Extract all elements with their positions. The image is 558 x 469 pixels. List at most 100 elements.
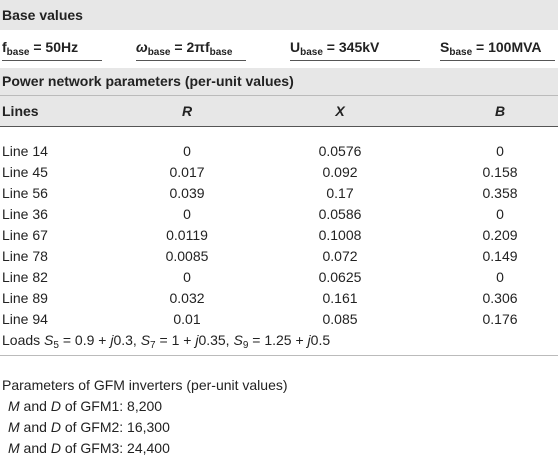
text-run: f	[2, 39, 7, 55]
text-run: and	[19, 419, 51, 435]
subscript: base	[449, 47, 473, 58]
table-cell: Line 45	[2, 164, 48, 180]
section-title: Power network parameters (per-unit value…	[2, 73, 294, 89]
divider	[0, 95, 558, 96]
column-header: R	[181, 103, 193, 119]
text-run: and	[19, 398, 51, 414]
text-run: D	[50, 440, 61, 456]
text-run: M	[8, 440, 20, 456]
gfm-line: M and D of GFM3: 24,400	[8, 439, 170, 457]
table-cell: Line 14	[2, 143, 48, 159]
table-cell: 0.176	[482, 311, 518, 327]
table-cell: 0	[496, 206, 504, 222]
table-cell: 0	[183, 269, 191, 285]
table-cell: 0.149	[482, 248, 518, 264]
table-cell: 0	[183, 143, 191, 159]
table-cell: Line 89	[2, 290, 48, 306]
table-cell: 0.032	[169, 290, 205, 306]
table-cell: 0	[496, 269, 504, 285]
text-run: j	[195, 332, 199, 348]
text-run: of GFM2: 16,300	[60, 419, 170, 435]
table-cell: 0.306	[482, 290, 518, 306]
subscript: base	[300, 47, 323, 58]
underline	[136, 60, 246, 61]
header-band	[0, 0, 558, 30]
underline	[290, 60, 420, 61]
underline	[2, 60, 102, 61]
table-cell: 0.0576	[318, 143, 362, 159]
text-run: 0.5	[310, 332, 331, 348]
table-cell: 0.1008	[318, 227, 362, 243]
table-cell: Line 56	[2, 185, 48, 201]
table-cell: 0.0085	[165, 248, 209, 264]
text-run: S	[440, 39, 450, 55]
text-run: = 0.9 +	[58, 332, 111, 348]
table-cell: 0.158	[482, 164, 518, 180]
base-value: fbase = 50Hz	[2, 38, 79, 58]
divider	[0, 355, 558, 356]
subscript: base	[147, 47, 171, 58]
base-value: Sbase = 100MVA	[440, 38, 542, 58]
table-cell: 0.209	[482, 227, 518, 243]
table-cell: 0.0625	[318, 269, 362, 285]
text-run: and	[19, 440, 51, 456]
underline	[440, 60, 555, 61]
column-header: B	[494, 103, 506, 119]
text-run: of GFM3: 24,400	[60, 440, 170, 456]
text-run: D	[50, 419, 61, 435]
text-run: M	[8, 419, 20, 435]
text-run: = 2πf	[170, 39, 210, 55]
table-cell: 0.17	[326, 185, 354, 201]
text-run: D	[50, 398, 61, 414]
table-cell: Line 36	[2, 206, 48, 222]
divider	[0, 126, 558, 127]
header-band	[0, 68, 558, 126]
text-run: = 345kV	[322, 39, 380, 55]
text-run: U	[290, 39, 301, 55]
table-cell: 0.092	[322, 164, 358, 180]
column-header: Lines	[2, 103, 39, 119]
text-run: = 1 +	[155, 332, 196, 348]
table-cell: 0.161	[322, 290, 358, 306]
table-cell: 0.017	[169, 164, 205, 180]
table-cell: 0.039	[169, 185, 205, 201]
text-run: = 100MVA	[472, 39, 542, 55]
text-run: S	[233, 332, 243, 348]
text-run: 0.3,	[113, 332, 141, 348]
table-cell: 0	[183, 206, 191, 222]
text-run: j	[307, 332, 311, 348]
section-title: Base values	[2, 7, 83, 23]
gfm-line: M and D of GFM2: 16,300	[8, 418, 170, 436]
table-cell: 0.358	[482, 185, 518, 201]
table-cell: 0.085	[322, 311, 358, 327]
subscript: base	[6, 47, 30, 58]
base-value: ωbase = 2πfbase	[136, 38, 233, 58]
subscript: base	[209, 47, 233, 58]
text-run: M	[8, 398, 20, 414]
text-run: j	[110, 332, 114, 348]
subscript: 9	[242, 340, 249, 351]
table-cell: Line 78	[2, 248, 48, 264]
text-run: ω	[136, 39, 148, 55]
subscript: 7	[150, 340, 156, 351]
subscript: 5	[53, 340, 59, 351]
loads: Loads S5 = 0.9 + j0.3, S7 = 1 + j0.35, S…	[2, 331, 331, 351]
text-run: = 50Hz	[29, 39, 79, 55]
table-cell: Line 94	[2, 311, 48, 327]
table-cell: 0.01	[173, 311, 201, 327]
section-title: Parameters of GFM inverters (per-unit va…	[2, 377, 288, 393]
gfm-line: M and D of GFM1: 8,200	[8, 397, 162, 415]
text-run: 0.35,	[198, 332, 234, 348]
text-run: S	[140, 332, 151, 348]
table-cell: 0.0119	[166, 227, 208, 243]
text-run: Loads	[2, 332, 45, 348]
text-run: of GFM1: 8,200	[60, 398, 163, 414]
table-cell: 0.072	[322, 248, 358, 264]
table-cell: Line 67	[2, 227, 48, 243]
text-run: = 1.25 +	[248, 332, 308, 348]
text-run: S	[44, 332, 54, 348]
table-cell: Line 82	[2, 269, 48, 285]
table-cell: 0.0586	[318, 206, 362, 222]
base-value: Ubase = 345kV	[290, 38, 380, 58]
